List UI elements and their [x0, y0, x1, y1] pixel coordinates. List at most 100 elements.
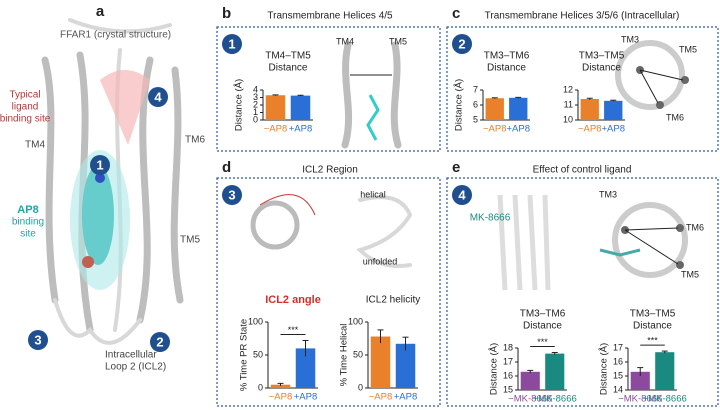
- panel-title: ICL2 Region: [302, 165, 358, 176]
- badge: 1: [96, 157, 103, 172]
- chart-title: TM4–TM5: [265, 51, 311, 62]
- bar: [545, 353, 565, 390]
- bar: [370, 336, 391, 388]
- image-label: MK-8666: [470, 213, 511, 224]
- y-tick-label: 16: [503, 370, 513, 380]
- panel-letter: e: [452, 159, 460, 176]
- image-label: unfolded: [363, 256, 398, 266]
- badge-circle: [90, 155, 110, 175]
- panel-title: Effect of control ligand: [533, 165, 632, 176]
- x-tick-label: −MK-8666: [618, 394, 662, 405]
- image-label: helical: [360, 189, 386, 199]
- badge: 4: [154, 89, 162, 104]
- badge: 2: [458, 36, 465, 51]
- chart-title: TM3–TM6: [484, 51, 530, 62]
- x-tick-label: +AP8: [294, 392, 318, 403]
- significance: ***: [647, 335, 658, 345]
- y-tick-label: 15: [503, 384, 513, 394]
- chart-title: Distance: [633, 321, 672, 332]
- chart-title: ICL2 helicity: [366, 295, 420, 306]
- y-tick-label: 4: [253, 84, 258, 94]
- x-tick-label: −AP8: [369, 392, 393, 403]
- x-tick-label: +AP8: [506, 124, 530, 135]
- panel-letter: d: [222, 159, 231, 176]
- chart-title: Distance: [269, 63, 308, 74]
- y-tick-label: 17: [503, 356, 513, 366]
- x-tick-label: +MK-8666: [643, 394, 687, 405]
- chart-title: TM3–TM5: [579, 51, 625, 62]
- badge-circle: [222, 34, 242, 54]
- structure-label: Intracellular: [105, 350, 157, 361]
- bar: [604, 100, 623, 120]
- badge-circle: [148, 87, 168, 107]
- panel-title: Transmembrane Helices 4/5: [267, 11, 393, 22]
- chart-title: TM3–TM5: [630, 309, 676, 320]
- y-tick-label: 2: [253, 99, 258, 109]
- y-tick-label: 50: [353, 349, 363, 359]
- bar: [509, 97, 528, 120]
- x-tick-label: −AP8: [578, 124, 602, 135]
- chart-title: ICL2 angle: [265, 294, 321, 306]
- y-tick-label: 14: [613, 384, 623, 394]
- x-tick-label: −AP8: [483, 124, 507, 135]
- x-tick-label: −AP8: [269, 392, 293, 403]
- y-tick-label: 12: [563, 84, 573, 94]
- badge-circle: [150, 332, 170, 352]
- significance: ***: [537, 337, 548, 347]
- structure-label: FFAR1 (crystal structure): [60, 30, 171, 41]
- bar: [290, 95, 311, 120]
- bar: [580, 99, 599, 120]
- y-tick-label: 18: [503, 342, 513, 352]
- bar: [265, 95, 286, 120]
- badge: 4: [458, 187, 466, 202]
- x-tick-label: +AP8: [601, 124, 625, 135]
- image-label: TM5: [679, 44, 697, 54]
- panel-box: [446, 26, 719, 152]
- y-tick-label: 100: [248, 316, 263, 326]
- y-tick-label: 0: [358, 382, 363, 392]
- chart: ICL2 angle % Time PR State 0 50 100 −AP8 +AP8 *…: [239, 294, 321, 403]
- y-tick-label: 3: [253, 92, 258, 102]
- y-tick-label: 1: [253, 107, 258, 117]
- image-label: TM3: [599, 189, 617, 199]
- badge-circle: [452, 185, 472, 205]
- image-label: TM5: [389, 36, 407, 46]
- structure-label: ligand: [12, 102, 39, 113]
- chart-title: Distance: [487, 63, 526, 74]
- panel-box: [216, 26, 441, 152]
- bar: [270, 384, 291, 388]
- x-tick-label: −AP8: [264, 124, 288, 135]
- chart: ICL2 helicity % Time Helical 0 50 100 −AP8 +AP…: [339, 295, 421, 403]
- x-tick-label: +AP8: [394, 392, 418, 403]
- y-tick-label: 0: [258, 382, 263, 392]
- badge-circle: [28, 330, 48, 350]
- badge: 3: [34, 332, 41, 347]
- structure-label: TM5: [180, 235, 200, 246]
- protein-structure: [41, 18, 184, 345]
- y-axis-label: % Time PR State: [239, 319, 250, 391]
- image-label: TM3: [621, 34, 639, 44]
- image-label: TM6: [686, 222, 704, 232]
- panel-title: Transmembrane Helices 3/5/6 (Intracellul…: [485, 11, 680, 22]
- badge-circle: [222, 185, 242, 205]
- bar: [395, 343, 416, 388]
- x-tick-label: +AP8: [289, 124, 313, 135]
- x-tick-label: −MK-8666: [508, 394, 552, 405]
- structure-label: TM4: [25, 140, 45, 151]
- y-tick-label: 0: [253, 114, 258, 124]
- chart-title: TM3–TM6: [520, 309, 566, 320]
- y-tick-label: 7: [473, 84, 478, 94]
- panel-letter: c: [452, 5, 460, 22]
- image-label: TM5: [681, 269, 699, 279]
- y-tick-label: 100: [348, 316, 363, 326]
- panel-letter: a: [96, 3, 105, 20]
- structure-label: AP8: [17, 204, 38, 216]
- badge: 3: [228, 187, 235, 202]
- y-tick-label: 5: [473, 114, 478, 124]
- bar: [630, 371, 650, 390]
- y-tick-label: 10: [563, 114, 573, 124]
- y-tick-label: 6: [473, 99, 478, 109]
